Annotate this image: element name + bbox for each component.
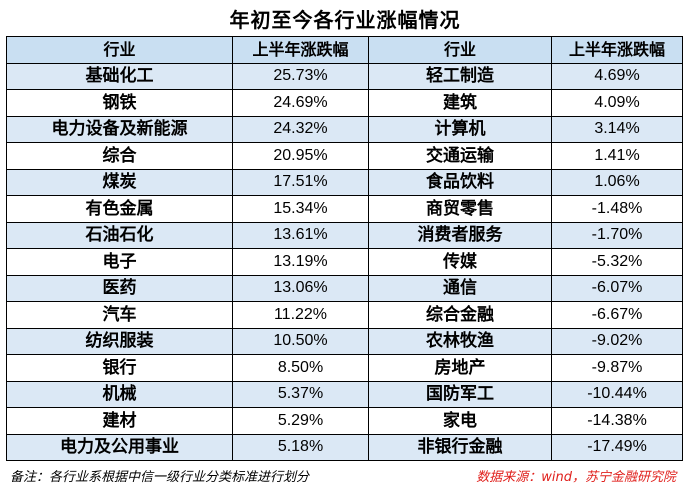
right-change-cell: 4.69%: [551, 62, 683, 90]
table-row: 煤炭 17.51% 食品饮料 1.06%: [6, 168, 683, 196]
left-change-cell: 15.34%: [232, 195, 369, 223]
left-change-cell: 24.32%: [232, 115, 369, 143]
right-change-cell: -1.70%: [551, 221, 683, 249]
right-change-cell: -9.02%: [551, 327, 683, 355]
left-industry-cell: 电力及公用事业: [6, 433, 233, 461]
left-change-cell: 10.50%: [232, 327, 369, 355]
left-change-cell: 5.29%: [232, 407, 369, 435]
left-industry-cell: 医药: [6, 274, 233, 302]
right-change-cell: 1.06%: [551, 168, 683, 196]
table-row: 基础化工 25.73% 轻工制造 4.69%: [6, 62, 683, 90]
left-industry-cell: 基础化工: [6, 62, 233, 90]
right-industry-cell: 通信: [368, 274, 552, 302]
left-change-cell: 11.22%: [232, 301, 369, 329]
right-change-cell: -17.49%: [551, 433, 683, 461]
right-industry-cell: 消费者服务: [368, 221, 552, 249]
header-industry-right: 行业: [368, 36, 552, 64]
page-title: 年初至今各行业涨幅情况: [229, 8, 461, 32]
left-change-cell: 5.18%: [232, 433, 369, 461]
left-change-cell: 8.50%: [232, 354, 369, 382]
left-industry-cell: 汽车: [6, 301, 233, 329]
right-industry-cell: 建筑: [368, 89, 552, 117]
left-change-cell: 25.73%: [232, 62, 369, 90]
table-row: 电力设备及新能源 24.32% 计算机 3.14%: [6, 115, 683, 143]
right-change-cell: 4.09%: [551, 89, 683, 117]
left-industry-cell: 石油石化: [6, 221, 233, 249]
table-row: 医药 13.06% 通信 -6.07%: [6, 274, 683, 302]
right-change-cell: 3.14%: [551, 115, 683, 143]
right-industry-cell: 家电: [368, 407, 552, 435]
left-industry-cell: 综合: [6, 142, 233, 170]
right-change-cell: -14.38%: [551, 407, 683, 435]
table-row: 电力及公用事业 5.18% 非银行金融 -17.49%: [6, 433, 683, 461]
left-industry-cell: 电子: [6, 248, 233, 276]
table-body: 基础化工 25.73% 轻工制造 4.69% 钢铁 24.69% 建筑 4.09% 电力设备及新…: [6, 62, 683, 461]
header-change-left: 上半年涨跌幅: [232, 36, 369, 64]
industry-performance-table: 行业 上半年涨跌幅 行业 上半年涨跌幅 基础化工 25.73% 轻工制造 4.69% 钢…: [6, 36, 683, 461]
left-change-cell: 13.19%: [232, 248, 369, 276]
table-header-row: 行业 上半年涨跌幅 行业 上半年涨跌幅: [6, 36, 683, 64]
right-industry-cell: 国防军工: [368, 380, 552, 408]
left-change-cell: 20.95%: [232, 142, 369, 170]
right-industry-cell: 商贸零售: [368, 195, 552, 223]
table-row: 汽车 11.22% 综合金融 -6.67%: [6, 301, 683, 329]
table-row: 有色金属 15.34% 商贸零售 -1.48%: [6, 195, 683, 223]
right-change-cell: -10.44%: [551, 380, 683, 408]
left-industry-cell: 钢铁: [6, 89, 233, 117]
left-industry-cell: 煤炭: [6, 168, 233, 196]
data-source: 数据来源：wind，苏宁金融研究院: [476, 470, 676, 485]
right-industry-cell: 农林牧渔: [368, 327, 552, 355]
right-industry-cell: 传媒: [368, 248, 552, 276]
table-row: 电子 13.19% 传媒 -5.32%: [6, 248, 683, 276]
left-change-cell: 24.69%: [232, 89, 369, 117]
left-industry-cell: 银行: [6, 354, 233, 382]
right-industry-cell: 食品饮料: [368, 168, 552, 196]
right-change-cell: -5.32%: [551, 248, 683, 276]
right-change-cell: -6.67%: [551, 301, 683, 329]
right-industry-cell: 计算机: [368, 115, 552, 143]
table-row: 建材 5.29% 家电 -14.38%: [6, 407, 683, 435]
right-industry-cell: 交通运输: [368, 142, 552, 170]
table-row: 纺织服装 10.50% 农林牧渔 -9.02%: [6, 327, 683, 355]
left-industry-cell: 建材: [6, 407, 233, 435]
right-change-cell: -9.87%: [551, 354, 683, 382]
left-change-cell: 5.37%: [232, 380, 369, 408]
left-industry-cell: 电力设备及新能源: [6, 115, 233, 143]
right-change-cell: -6.07%: [551, 274, 683, 302]
right-industry-cell: 轻工制造: [368, 62, 552, 90]
right-change-cell: -1.48%: [551, 195, 683, 223]
right-industry-cell: 综合金融: [368, 301, 552, 329]
table-row: 钢铁 24.69% 建筑 4.09%: [6, 89, 683, 117]
header-change-right: 上半年涨跌幅: [551, 36, 683, 64]
header-industry-left: 行业: [6, 36, 233, 64]
table-row: 综合 20.95% 交通运输 1.41%: [6, 142, 683, 170]
right-industry-cell: 房地产: [368, 354, 552, 382]
right-industry-cell: 非银行金融: [368, 433, 552, 461]
table-row: 银行 8.50% 房地产 -9.87%: [6, 354, 683, 382]
table-row: 机械 5.37% 国防军工 -10.44%: [6, 380, 683, 408]
left-change-cell: 17.51%: [232, 168, 369, 196]
table-row: 石油石化 13.61% 消费者服务 -1.70%: [6, 221, 683, 249]
left-industry-cell: 有色金属: [6, 195, 233, 223]
left-industry-cell: 机械: [6, 380, 233, 408]
left-industry-cell: 纺织服装: [6, 327, 233, 355]
left-change-cell: 13.06%: [232, 274, 369, 302]
right-change-cell: 1.41%: [551, 142, 683, 170]
footnote: 备注：各行业系根据中信一级行业分类标准进行划分: [10, 470, 310, 485]
left-change-cell: 13.61%: [232, 221, 369, 249]
